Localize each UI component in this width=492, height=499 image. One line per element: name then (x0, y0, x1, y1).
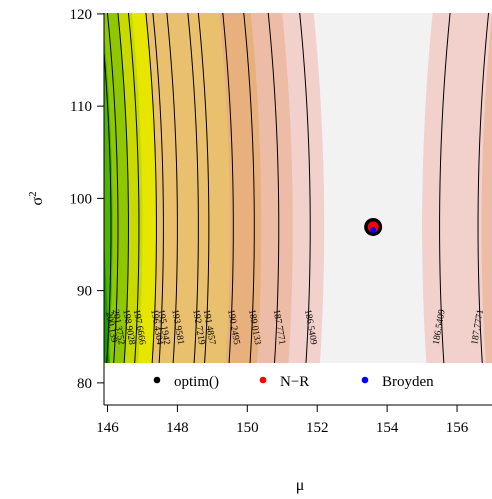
contour-line (187, 13, 199, 363)
contour-line (152, 13, 164, 363)
legend-marker (153, 376, 161, 384)
legend-box (104, 387, 492, 405)
legend-marker (259, 376, 267, 384)
contour-line-layer (104, 13, 490, 363)
y-tick-label: 90 (77, 284, 92, 300)
point-broyden (370, 226, 377, 233)
x-tick-label: 150 (236, 420, 259, 436)
x-tick-label: 156 (446, 420, 469, 436)
contour-line (222, 13, 234, 363)
x-axis-title: μ (296, 477, 305, 494)
axes: 146 148 150 152 154 156 80 90 100 110 120 μ σ2 (27, 7, 492, 494)
legend-label: Broyden (382, 374, 434, 390)
y-tick-label: 110 (70, 99, 92, 115)
legend: optim() N−R Broyden (104, 374, 492, 405)
contour-line (106, 13, 119, 363)
x-tick-label: 146 (96, 420, 119, 436)
contour-line (117, 13, 129, 363)
contour-line (127, 13, 140, 363)
contour-fill-layer (104, 13, 492, 363)
contour-line (243, 13, 255, 363)
contour-line (299, 13, 311, 363)
contour-line (197, 13, 210, 363)
legend-marker (361, 376, 369, 384)
contour-line (477, 13, 490, 363)
x-tick-label: 154 (376, 420, 399, 436)
y-tick-label: 120 (70, 7, 93, 23)
contour-line (145, 13, 157, 363)
x-tick-label: 148 (166, 420, 189, 436)
legend-label: optim() (174, 374, 219, 390)
contour-line (104, 46, 112, 363)
y-axis-title: σ2 (27, 191, 46, 205)
y-tick-label: 80 (77, 376, 92, 392)
x-tick-label: 152 (306, 420, 329, 436)
contour-line (267, 13, 280, 363)
contour-line (166, 13, 178, 363)
fill-band (422, 13, 492, 363)
estimate-points (364, 217, 383, 236)
fill-band (104, 235, 110, 363)
fill-band (481, 13, 492, 363)
legend-label: N−R (280, 374, 309, 390)
y-tick-label: 100 (70, 191, 93, 207)
contour-line (439, 13, 451, 363)
